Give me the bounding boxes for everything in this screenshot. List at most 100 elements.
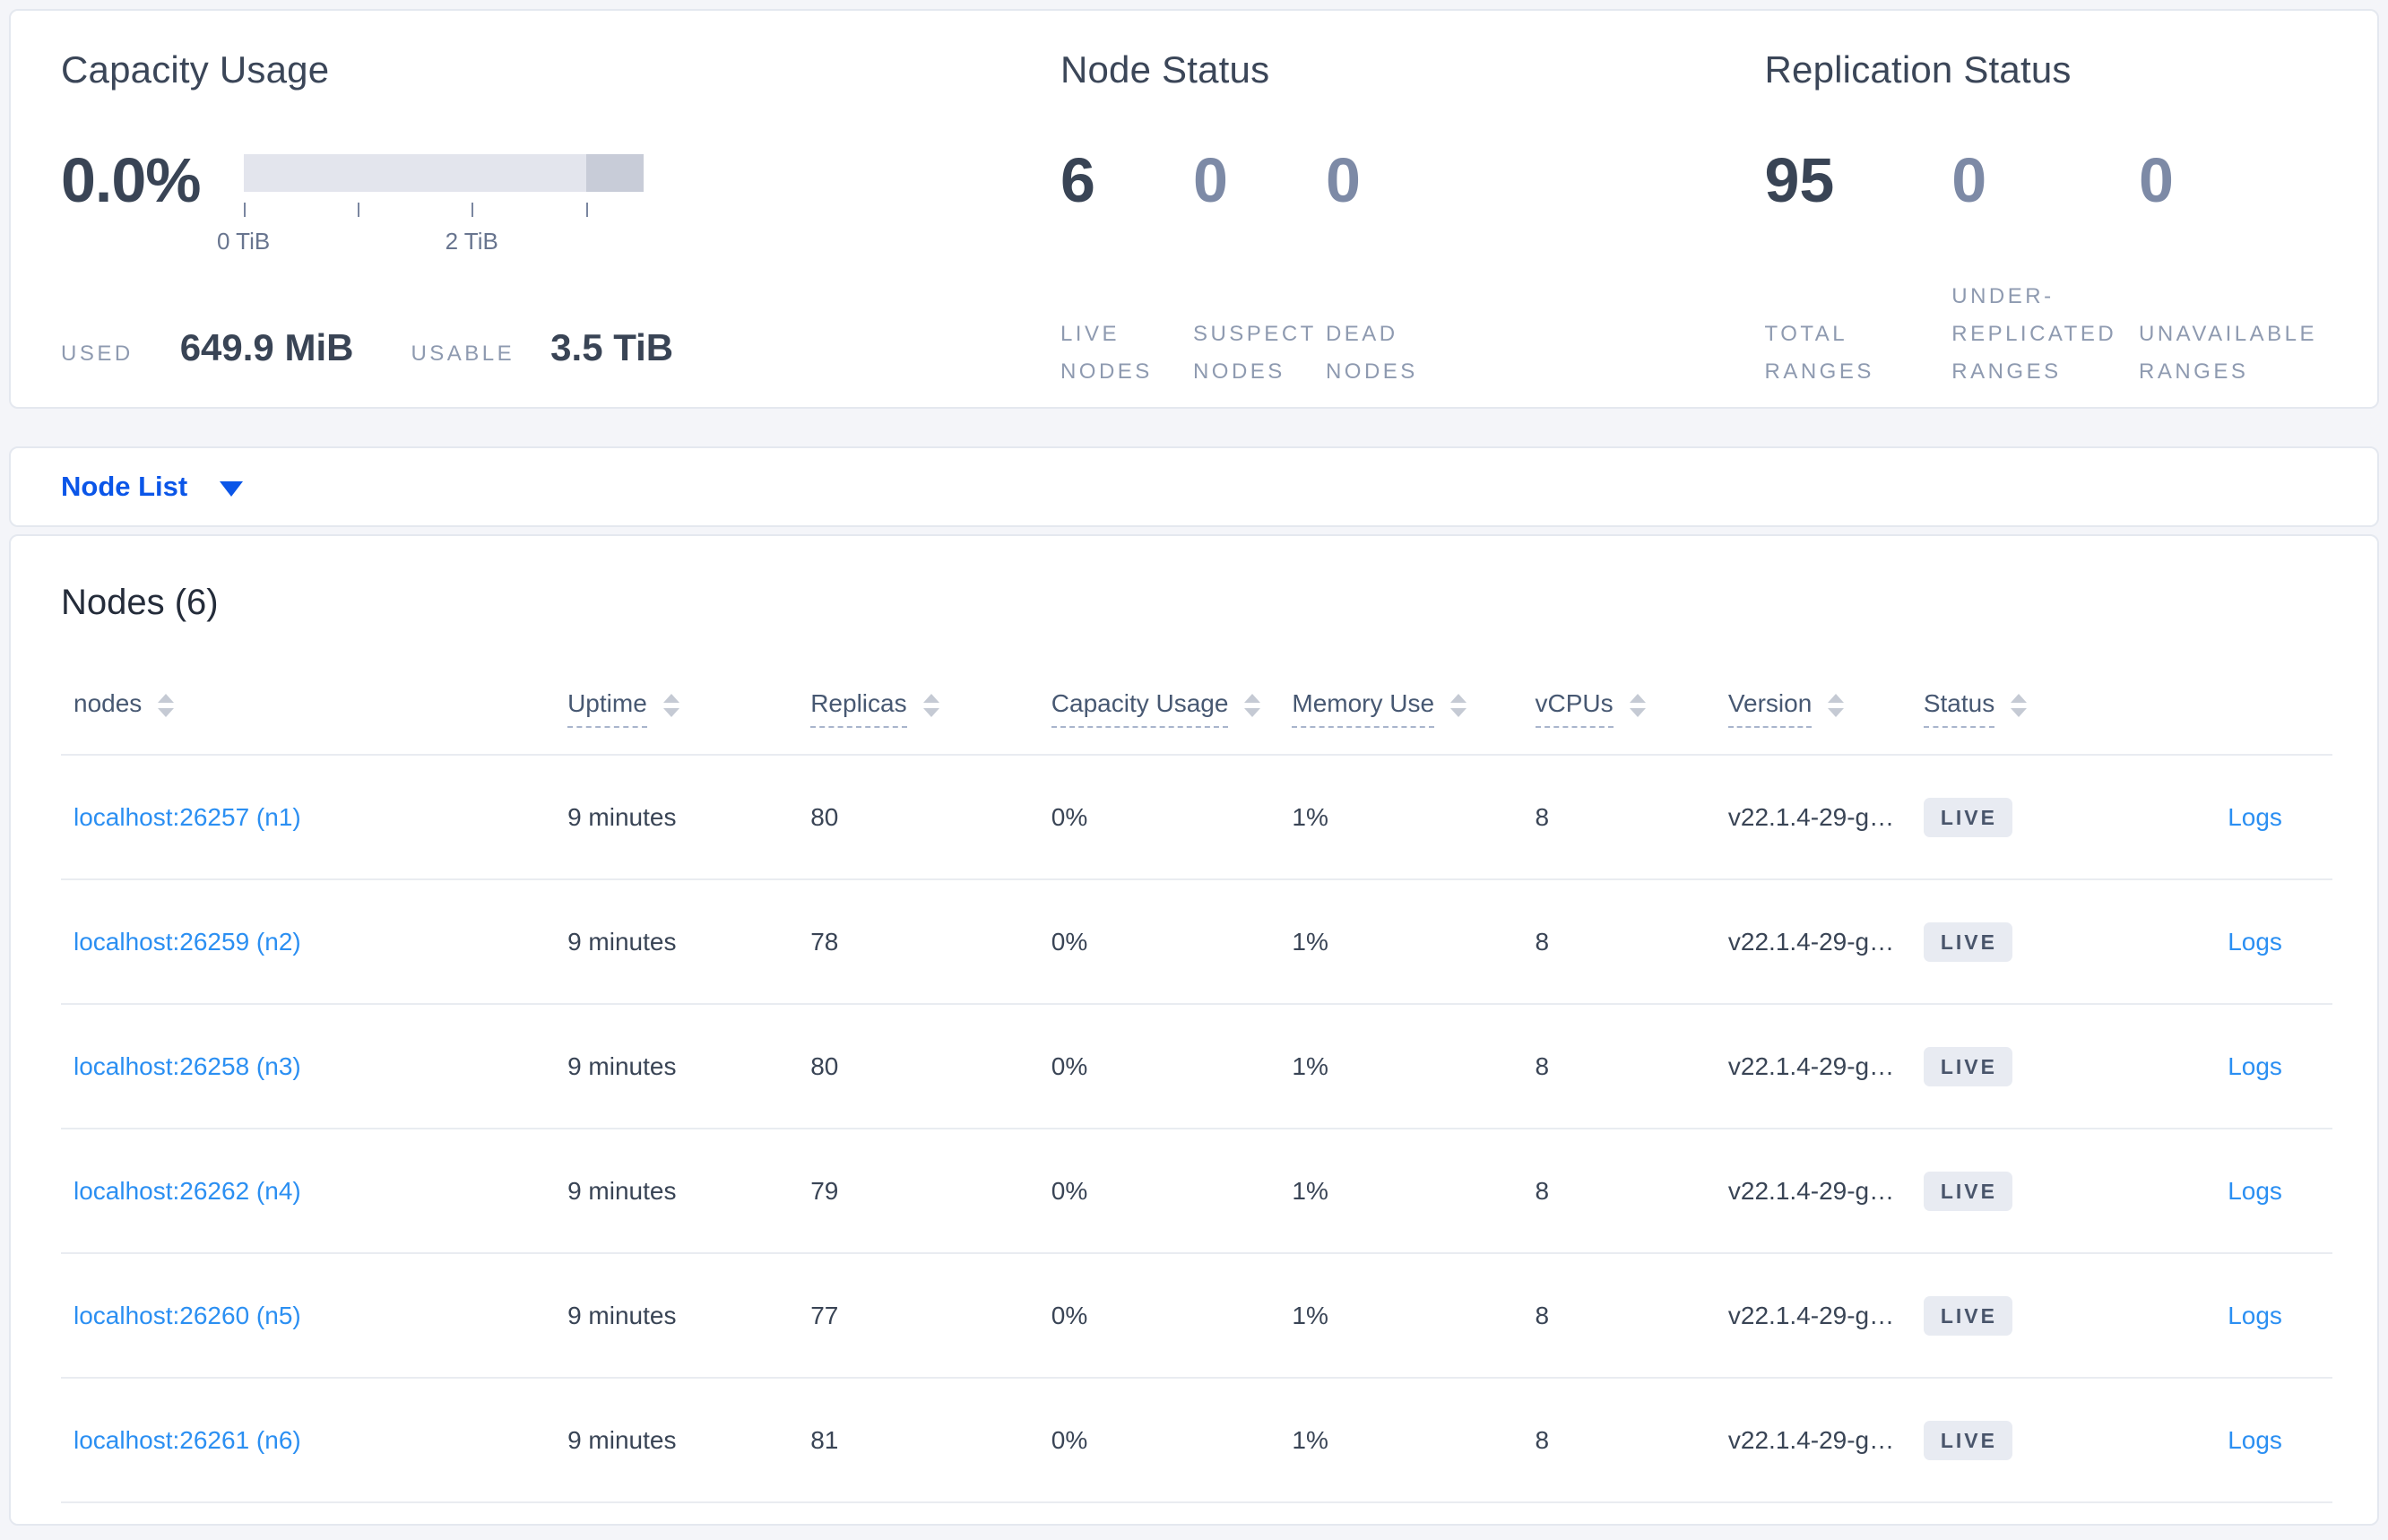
cell-version: v22.1.4-29-g…	[1727, 1176, 1895, 1205]
node-status-title: Node Status	[1060, 48, 1270, 91]
cell-memory: 1%	[1292, 1301, 1328, 1329]
cell-replicas: 80	[810, 1051, 839, 1080]
cell-vcpus: 8	[1535, 1301, 1550, 1329]
cell-status: LIVE	[1923, 1171, 2106, 1211]
cell-node: localhost:26262 (n4)	[61, 1177, 567, 1206]
cell-version: v22.1.4-29-g…	[1727, 1051, 1895, 1080]
replication-stats: 95 TOTAL RANGES 0 UNDER-REPLICATED RANGE…	[1764, 145, 2332, 391]
sort-arrows-icon[interactable]	[1828, 694, 1845, 717]
capacity-used-row: USED 649.9 MiB USABLE 3.5 TiB	[61, 326, 1060, 369]
node-link[interactable]: localhost:26262 (n4)	[74, 1176, 301, 1205]
cell-status: LIVE	[1923, 1046, 2106, 1086]
column-header-version[interactable]: Version	[1727, 689, 1924, 728]
cell-uptime: 9 minutes	[567, 1425, 677, 1454]
sort-arrows-icon[interactable]	[1244, 694, 1261, 717]
cell-uptime: 9 minutes	[567, 1051, 677, 1080]
sort-arrows-icon[interactable]	[1629, 694, 1646, 717]
capacity-axis-tick-label: 2 TiB	[445, 228, 498, 255]
capacity-axis-tick	[243, 203, 246, 217]
cell-uptime: 9 minutes	[567, 1176, 677, 1205]
usable-group: USABLE 3.5 TiB	[411, 326, 673, 369]
status-badge: LIVE	[1923, 797, 2012, 837]
cell-replicas: 80	[810, 802, 839, 831]
status-badge: LIVE	[1923, 1171, 2012, 1211]
capacity-usage-chart: 0.0% 0 TiB 2 TiB	[61, 149, 1060, 269]
cell-node: localhost:26260 (n5)	[61, 1302, 567, 1330]
table-body: localhost:26257 (n1) 9 minutes 80 0% 1% 8 v22.…	[61, 756, 2332, 1503]
chevron-down-icon	[220, 480, 244, 497]
nodes-card: Nodes (6) nodes Uptime Replicas Capacity Us…	[9, 534, 2379, 1526]
total-ranges-stat: 95 TOTAL RANGES	[1764, 145, 1935, 391]
column-header-label: nodes	[74, 688, 143, 717]
usable-value: 3.5 TiB	[550, 326, 674, 368]
nodes-heading: Nodes (6)	[61, 583, 219, 622]
logs-link[interactable]: Logs	[2228, 1051, 2282, 1080]
column-header-replicas[interactable]: Replicas	[810, 689, 1051, 728]
dead-nodes-label: DEAD NODES	[1325, 322, 1418, 384]
capacity-usage-title: Capacity Usage	[61, 48, 330, 91]
column-header-memory[interactable]: Memory Use	[1292, 689, 1535, 728]
capacity-bar-segment-other-usage	[585, 154, 644, 192]
usable-label: USABLE	[411, 342, 515, 366]
cell-version: v22.1.4-29-g…	[1727, 802, 1895, 831]
unavailable-ranges-value: 0	[2138, 145, 2174, 215]
cell-node: localhost:26257 (n1)	[61, 803, 567, 832]
logs-link[interactable]: Logs	[2228, 927, 2282, 956]
under-replicated-ranges-value: 0	[1951, 145, 1987, 215]
cell-version: v22.1.4-29-g…	[1727, 927, 1895, 956]
replication-status-section: Replication Status 95 TOTAL RANGES 0 UND…	[1764, 48, 2332, 384]
cell-status: LIVE	[1923, 1295, 2106, 1336]
column-header-vcpus[interactable]: vCPUs	[1535, 689, 1728, 728]
sort-arrows-icon[interactable]	[1450, 694, 1467, 717]
capacity-axis-tick-label: 0 TiB	[216, 228, 271, 255]
logs-link[interactable]: Logs	[2228, 1425, 2282, 1454]
total-ranges-value: 95	[1764, 145, 1835, 215]
cell-capacity: 0%	[1051, 1176, 1088, 1205]
dead-nodes-value: 0	[1325, 145, 1361, 215]
live-nodes-stat: 6 LIVE NODES	[1060, 149, 1193, 391]
cell-logs: Logs	[2106, 803, 2332, 832]
suspect-nodes-stat: 0 SUSPECT NODES	[1192, 149, 1326, 391]
cluster-summary-card: Capacity Usage 0.0% 0 TiB 2 TiB USED 649.…	[9, 9, 2379, 409]
cell-logs: Logs	[2106, 1426, 2332, 1455]
cell-memory: 1%	[1292, 1051, 1328, 1080]
column-header-uptime[interactable]: Uptime	[567, 689, 810, 728]
capacity-usage-section: Capacity Usage 0.0% 0 TiB 2 TiB USED 649.…	[61, 48, 1060, 371]
node-link[interactable]: localhost:26261 (n6)	[74, 1425, 301, 1454]
node-status-stats: 6 LIVE NODES 0 SUSPECT NODES 0 DEAD NODE…	[1060, 145, 1765, 391]
unavailable-ranges-stat: 0 UNAVAILABLE RANGES	[2138, 145, 2316, 391]
cell-vcpus: 8	[1535, 927, 1550, 956]
cell-replicas: 79	[810, 1176, 839, 1205]
node-link[interactable]: localhost:26260 (n5)	[74, 1301, 301, 1329]
cell-memory: 1%	[1292, 927, 1328, 956]
node-link[interactable]: localhost:26259 (n2)	[74, 927, 301, 956]
column-header-label: Capacity Usage	[1051, 689, 1229, 728]
column-header-node[interactable]: nodes	[61, 689, 567, 728]
sort-arrows-icon[interactable]	[662, 694, 679, 717]
node-link[interactable]: localhost:26257 (n1)	[74, 802, 301, 831]
cell-capacity: 0%	[1051, 802, 1088, 831]
table-row: localhost:26258 (n3) 9 minutes 80 0% 1% 8 v22.…	[61, 1005, 2332, 1129]
column-header-capacity[interactable]: Capacity Usage	[1051, 689, 1293, 728]
cell-memory: 1%	[1292, 1425, 1328, 1454]
status-badge: LIVE	[1923, 1046, 2012, 1086]
cell-memory: 1%	[1292, 802, 1328, 831]
logs-link[interactable]: Logs	[2228, 1176, 2282, 1205]
capacity-bar-wrap: 0 TiB 2 TiB	[217, 154, 644, 269]
column-header-label: vCPUs	[1535, 689, 1614, 728]
node-link[interactable]: localhost:26258 (n3)	[74, 1051, 301, 1080]
capacity-bar-segment-usable-track	[243, 154, 586, 192]
sort-arrows-icon[interactable]	[2011, 694, 2028, 717]
logs-link[interactable]: Logs	[2228, 802, 2282, 831]
sort-arrows-icon[interactable]	[922, 694, 939, 717]
node-list-dropdown[interactable]: Node List	[61, 471, 244, 503]
sort-arrows-icon[interactable]	[158, 694, 175, 717]
cell-capacity: 0%	[1051, 927, 1088, 956]
column-header-status[interactable]: Status	[1923, 689, 2106, 728]
suspect-nodes-label: SUSPECT NODES	[1192, 322, 1317, 384]
column-header-label: Status	[1923, 689, 1995, 728]
cell-capacity: 0%	[1051, 1301, 1088, 1329]
cell-node: localhost:26261 (n6)	[61, 1426, 567, 1455]
replication-status-title: Replication Status	[1764, 48, 2072, 91]
logs-link[interactable]: Logs	[2228, 1301, 2282, 1329]
